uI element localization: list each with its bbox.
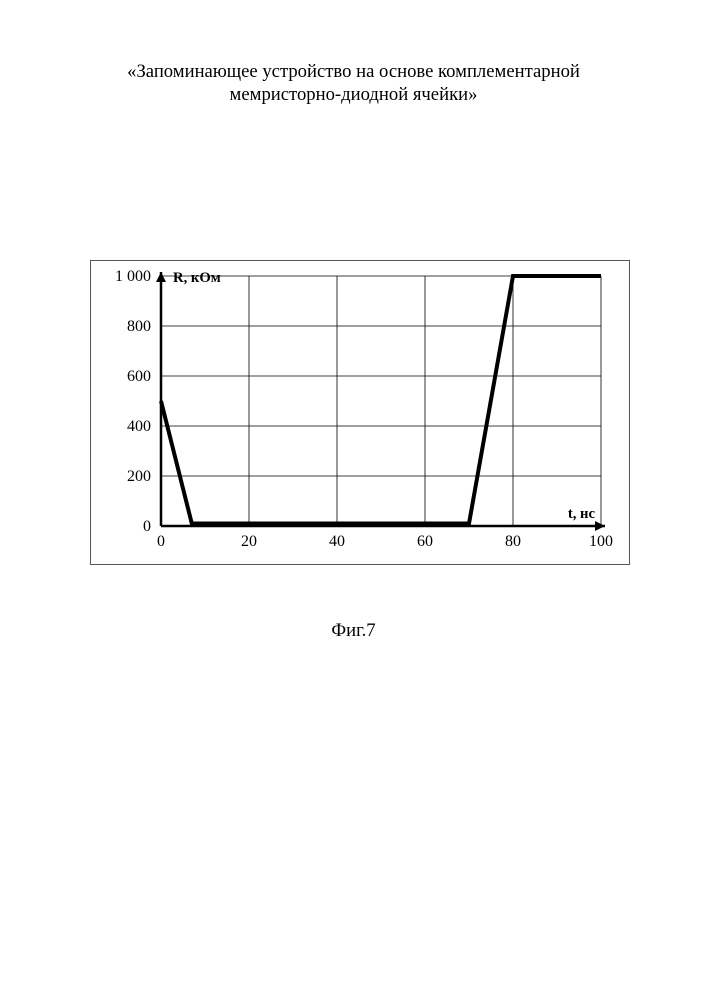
y-tick-label: 400 [127,418,151,435]
x-tick-label: 0 [157,533,165,550]
y-tick-label: 600 [127,368,151,385]
x-tick-label: 80 [505,533,521,550]
y-tick-label: 1 000 [115,268,151,285]
x-tick-label: 20 [241,533,257,550]
y-tick-label: 200 [127,468,151,485]
figure-caption: Фиг.7 [0,620,707,642]
y-tick-label: 800 [127,318,151,335]
resistance-time-chart: 02040608010002004006008001 000R, кОмt, н… [91,261,631,566]
y-axis-label: R, кОм [173,270,221,286]
x-tick-label: 60 [417,533,433,550]
x-tick-label: 100 [589,533,613,550]
y-tick-label: 0 [143,518,151,535]
x-axis-label: t, нс [568,506,596,522]
page-title-line2: мемристорно-диодной ячейки» [0,83,707,106]
page-title: «Запоминающее устройство на основе компл… [0,60,707,107]
chart-container: 02040608010002004006008001 000R, кОмt, н… [90,260,630,565]
page-title-line1: «Запоминающее устройство на основе компл… [0,60,707,83]
x-tick-label: 40 [329,533,345,550]
